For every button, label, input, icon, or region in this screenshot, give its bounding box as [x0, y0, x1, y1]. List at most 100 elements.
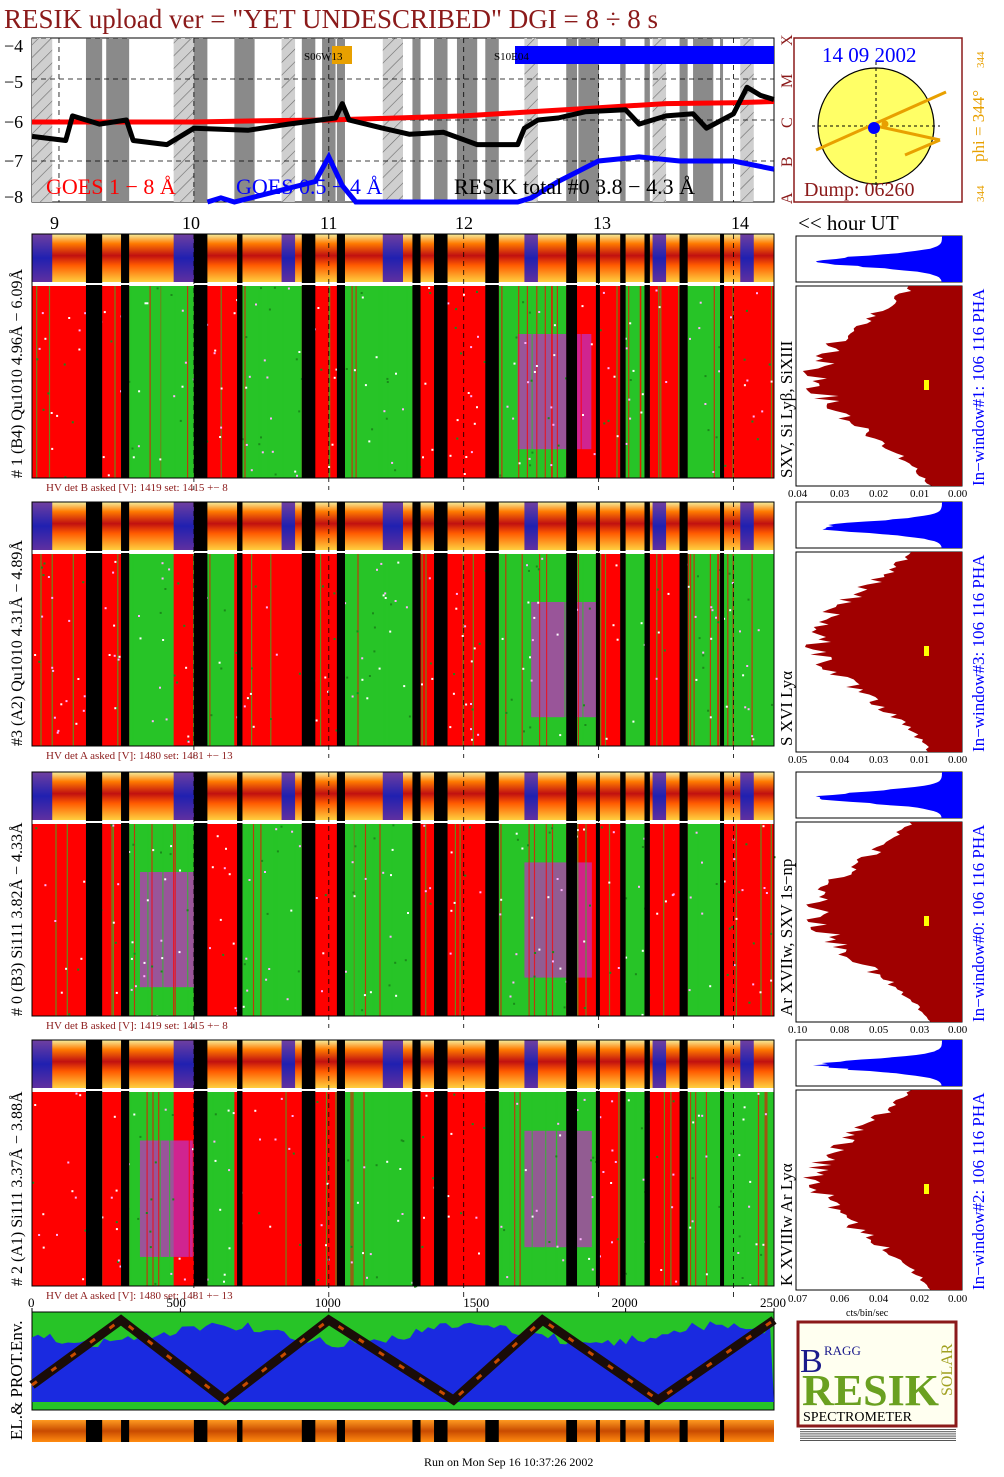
data-gap [412, 502, 421, 746]
page-title: RESIK upload ver = "YET UNDESCRIBED" DGI… [4, 4, 658, 34]
data-gap [644, 234, 650, 478]
pha-tick: 0.10 [788, 1024, 808, 1036]
hv-status: HV det A asked [V]: 1480 set: 1481 +− 13 [46, 750, 233, 762]
event-marker-orange [332, 46, 352, 64]
pha-tick: 0.02 [869, 488, 888, 500]
pha-tick: 0.05 [788, 754, 808, 766]
pointing-line [815, 90, 947, 152]
gap-band [566, 38, 578, 202]
pha-tick: 0.03 [830, 488, 850, 500]
pha-tick: 0.01 [910, 754, 929, 766]
data-gap [720, 234, 725, 478]
pha-tick: 0.06 [830, 1293, 850, 1305]
env-label: EL.& PROT.Env. [7, 1321, 26, 1440]
window-label: In−window#0: 106 116 PHA [969, 824, 988, 1022]
channel-label: #3 (A2) Qu1010 4.31Å − 4.89Å [8, 540, 26, 746]
y-tick: −6 [4, 112, 23, 132]
spectral-lines-label: K XVIIIw Ar Lyα [777, 1163, 796, 1286]
pha-tick: 0.07 [788, 1293, 808, 1305]
data-gap [301, 1040, 316, 1286]
hv-status: HV det B asked [V]: 1419 set: 1415 +− 8 [46, 1020, 228, 1032]
phi-subscript: 344 [975, 51, 987, 68]
channel-panel: HV det B asked [V]: 1419 set: 1415 +− 8 #… [8, 771, 988, 1036]
data-gap [485, 502, 499, 746]
class-letter-b: B [779, 156, 796, 167]
pha-tick: 0.04 [869, 1293, 889, 1305]
event-label-1: S06W13 [304, 51, 343, 63]
data-gap [336, 502, 345, 746]
environment-panel: 0 500 1000 1500 2000 2500 EL.& PROT.Env. [7, 1295, 786, 1442]
logo-b: B [800, 1343, 823, 1380]
hour-unit-label: << hour UT [798, 211, 899, 235]
data-gap [644, 772, 650, 1016]
logo-spectrometer: SPECTROMETER [803, 1410, 913, 1425]
hour-tick: 10 [182, 213, 200, 233]
pha-tick: 0.05 [869, 1024, 889, 1036]
channel-label: # 0 (B3) Si111 3.82Å − 4.33Å [8, 822, 26, 1016]
gap-band [595, 38, 599, 202]
window-marker [924, 1184, 929, 1194]
data-gap [485, 772, 499, 1016]
pha-histogram-top [815, 236, 962, 282]
data-gap [412, 234, 421, 478]
class-letter-a: A [779, 192, 796, 204]
class-letter-m: M [779, 74, 796, 88]
window-marker [924, 916, 929, 926]
pointing-dot [868, 122, 880, 134]
data-gap [620, 772, 626, 1016]
hour-tick: 11 [320, 213, 337, 233]
data-gap [485, 234, 499, 478]
data-gap [336, 234, 345, 478]
channel-panel: HV det A asked [V]: 1480 set: 1481 +− 13… [8, 501, 988, 766]
logo-solar: SOLAR [939, 1343, 956, 1396]
class-letter-x: X [779, 34, 796, 46]
data-gap [301, 772, 316, 1016]
data-gap [85, 502, 103, 746]
goes-long-series [32, 99, 775, 125]
env-blue-area [32, 1312, 774, 1402]
env-strip [32, 1420, 774, 1442]
pha-histogram [802, 286, 962, 486]
data-gap [595, 1040, 600, 1286]
event-bar-blue [515, 46, 774, 64]
spectral-lines-label: S XVI Lyα [777, 671, 796, 746]
pha-histogram [803, 1090, 962, 1290]
env-x-tick: 500 [166, 1295, 186, 1310]
hour-tick: 14 [731, 213, 749, 233]
logo-resik: RESIK [802, 1366, 939, 1415]
data-gap [485, 1040, 499, 1286]
channel-panel: HV det A asked [V]: 1480 set: 1481 +− 13… [8, 1039, 988, 1305]
data-gap [720, 502, 725, 746]
data-gap [237, 772, 243, 1016]
data-gap [620, 502, 626, 746]
pha-histogram [805, 552, 962, 752]
data-gap [336, 1040, 345, 1286]
data-gap [434, 502, 448, 746]
data-gap [85, 772, 103, 1016]
pha-tick: 0.00 [948, 488, 968, 500]
data-gap [85, 1040, 103, 1286]
window-label: In−window#2: 106 116 PHA [969, 1092, 988, 1290]
window-label: In−window#3: 106 116 PHA [969, 554, 988, 752]
pha-histogram-top [812, 1040, 962, 1086]
data-gap [434, 772, 448, 1016]
data-gap [644, 502, 650, 746]
window-marker [924, 646, 929, 656]
pha-tick: 0.00 [948, 1024, 968, 1036]
hour-axis: 9 10 11 12 13 14 << hour UT [50, 211, 899, 235]
flux-panel: S06W13 S10E04 −4 −5 −6 −7 −8 X M C B A G… [4, 34, 796, 207]
legend-goes-long: GOES 1 − 8 Å [46, 174, 176, 199]
resik-logo: B RAGG RESIK SOLAR SPECTROMETER [796, 1320, 958, 1442]
gap-band [412, 38, 421, 202]
data-gap [566, 502, 578, 746]
data-gap [121, 234, 130, 478]
data-gap [121, 772, 130, 1016]
window-marker [924, 380, 929, 390]
data-gap [720, 1040, 725, 1286]
env-x-tick: 2000 [612, 1295, 638, 1310]
orbit-altitude-trace [29, 1314, 777, 1406]
gap-band [620, 38, 626, 202]
data-gap [595, 234, 600, 478]
logo-ragg: RAGG [824, 1343, 861, 1358]
goes-short-series [206, 151, 775, 205]
